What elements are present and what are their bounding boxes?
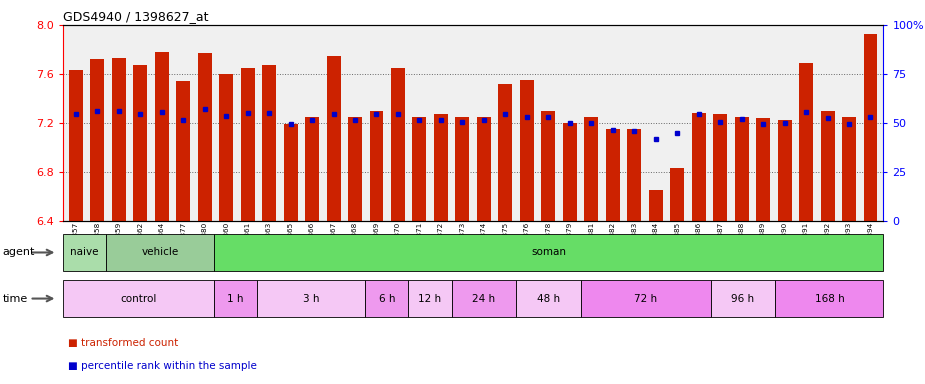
Bar [451, 280, 516, 317]
Bar [154, 52, 168, 221]
Bar [327, 56, 340, 221]
Bar [369, 111, 384, 221]
Bar [713, 114, 727, 221]
Bar [541, 111, 555, 221]
Bar [413, 117, 426, 221]
Bar [734, 117, 748, 221]
Bar [499, 84, 512, 221]
Bar [756, 118, 771, 221]
Bar [91, 59, 105, 221]
Bar [799, 63, 813, 221]
Bar [585, 117, 598, 221]
Text: 72 h: 72 h [635, 293, 658, 304]
Bar [391, 68, 405, 221]
Bar [864, 33, 878, 221]
Bar [112, 58, 126, 221]
Bar [710, 280, 775, 317]
Bar [455, 117, 469, 221]
Bar [648, 190, 662, 221]
Text: ■ percentile rank within the sample: ■ percentile rank within the sample [68, 361, 256, 371]
Bar [516, 280, 581, 317]
Bar [778, 121, 792, 221]
Bar [240, 68, 254, 221]
Bar [520, 80, 534, 221]
Bar [284, 124, 298, 221]
Bar [477, 117, 491, 221]
Text: ■ transformed count: ■ transformed count [68, 338, 178, 348]
Bar [214, 280, 257, 317]
Bar [692, 113, 706, 221]
Bar [348, 117, 362, 221]
Text: 96 h: 96 h [732, 293, 755, 304]
Text: GDS4940 / 1398627_at: GDS4940 / 1398627_at [63, 10, 208, 23]
Bar [257, 280, 365, 317]
Bar [68, 70, 82, 221]
Bar [365, 280, 408, 317]
Text: vehicle: vehicle [142, 247, 179, 258]
Bar [820, 111, 834, 221]
Bar [562, 123, 577, 221]
Bar [606, 129, 620, 221]
Bar [63, 280, 214, 317]
Text: 12 h: 12 h [418, 293, 441, 304]
Text: agent: agent [3, 247, 35, 258]
Bar [219, 74, 233, 221]
Bar [434, 114, 448, 221]
Bar [63, 234, 106, 271]
Text: 3 h: 3 h [303, 293, 319, 304]
Bar [198, 53, 212, 221]
Text: time: time [3, 293, 28, 304]
Bar [842, 117, 856, 221]
Bar [106, 234, 214, 271]
Text: 1 h: 1 h [228, 293, 244, 304]
Text: 24 h: 24 h [473, 293, 496, 304]
Text: 6 h: 6 h [378, 293, 395, 304]
Text: 48 h: 48 h [537, 293, 561, 304]
Bar [581, 280, 710, 317]
Bar [214, 234, 883, 271]
Bar [305, 117, 319, 221]
Bar [671, 168, 684, 221]
Text: soman: soman [531, 247, 566, 258]
Bar [408, 280, 451, 317]
Bar [775, 280, 883, 317]
Bar [176, 81, 191, 221]
Text: control: control [120, 293, 156, 304]
Bar [133, 65, 147, 221]
Text: 168 h: 168 h [815, 293, 845, 304]
Text: naive: naive [70, 247, 99, 258]
Bar [262, 65, 276, 221]
Bar [627, 129, 641, 221]
